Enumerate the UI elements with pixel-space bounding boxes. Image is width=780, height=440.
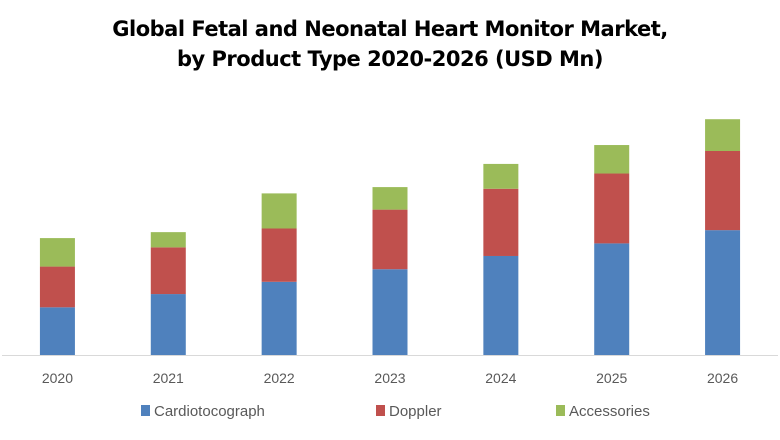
- bar-accessories-2020: [39, 238, 75, 267]
- bar-cardiotocograph-2023: [372, 269, 408, 355]
- bar-cardiotocograph-2021: [150, 294, 186, 355]
- chart-title-line1: Global Fetal and Neonatal Heart Monitor …: [112, 17, 668, 41]
- bar-accessories-2021: [150, 232, 186, 248]
- x-tick-label: 2023: [374, 370, 405, 386]
- bar-doppler-2026: [705, 151, 741, 231]
- bar-accessories-2026: [705, 119, 741, 151]
- bar-cardiotocograph-2022: [261, 281, 297, 355]
- bar-doppler-2025: [594, 173, 630, 244]
- chart-title: Global Fetal and Neonatal Heart Monitor …: [0, 14, 780, 74]
- bar-doppler-2020: [39, 266, 75, 308]
- bar-cardiotocograph-2025: [594, 243, 630, 355]
- bar-accessories-2023: [372, 187, 408, 210]
- legend-swatch-doppler: [376, 405, 385, 416]
- bar-cardiotocograph-2026: [705, 230, 741, 355]
- bar-doppler-2021: [150, 247, 186, 295]
- bar-cardiotocograph-2020: [39, 307, 75, 355]
- bar-accessories-2025: [594, 145, 630, 174]
- x-tick-label: 2026: [707, 370, 738, 386]
- bar-doppler-2023: [372, 209, 408, 270]
- x-tick-label: 2025: [596, 370, 627, 386]
- bar-doppler-2024: [483, 188, 519, 256]
- x-tick-label: 2022: [264, 370, 295, 386]
- bar-accessories-2022: [261, 193, 297, 229]
- legend-label-doppler: Doppler: [389, 403, 442, 420]
- chart-title-line2: by Product Type 2020-2026 (USD Mn): [177, 47, 603, 71]
- legend-label-accessories: Accessories: [569, 403, 650, 420]
- x-tick-label: 2024: [485, 370, 516, 386]
- legend-swatch-cardiotocograph: [141, 405, 150, 416]
- x-tick-label: 2020: [42, 370, 73, 386]
- bar-doppler-2022: [261, 228, 297, 282]
- x-tick-label: 2021: [153, 370, 184, 386]
- bar-accessories-2024: [483, 163, 519, 189]
- bar-cardiotocograph-2024: [483, 255, 519, 355]
- legend-swatch-accessories: [556, 405, 565, 416]
- legend-label-cardiotocograph: Cardiotocograph: [154, 403, 265, 420]
